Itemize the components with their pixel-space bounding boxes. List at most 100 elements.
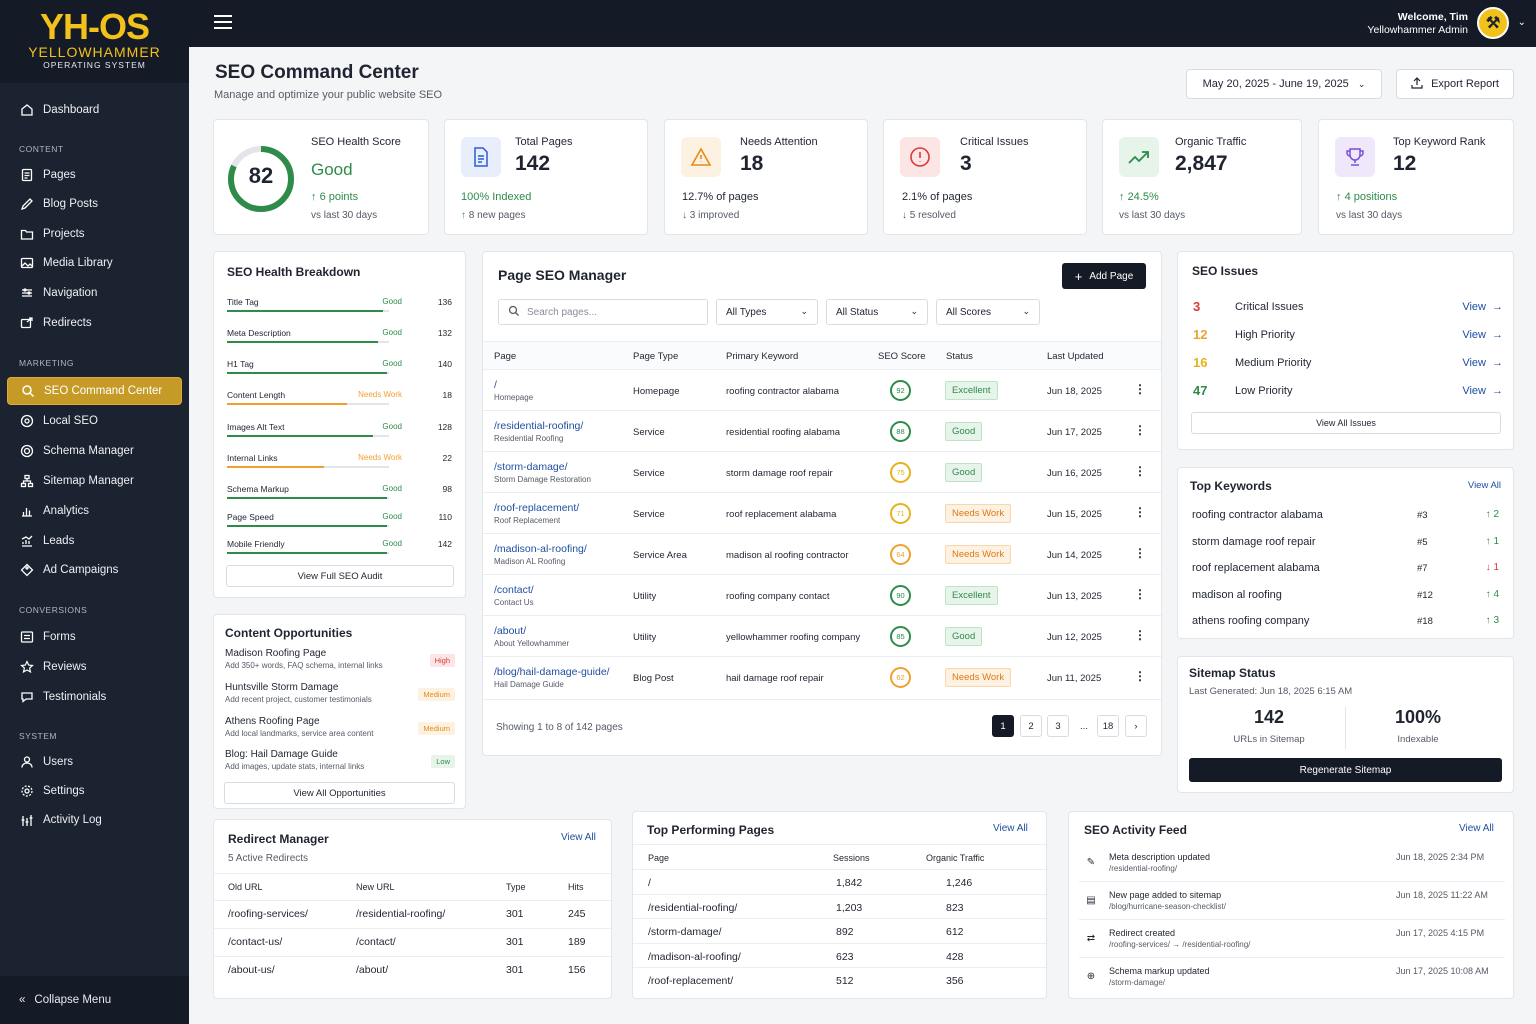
page-button-3[interactable]: 3 (1047, 715, 1069, 737)
table-row[interactable]: /contact/Contact Us Utility roofing compan… (483, 574, 1161, 615)
opportunity-item[interactable]: Huntsville Storm Damage Add recent projec… (225, 682, 455, 704)
keyword-row[interactable]: madison al roofing #12 ↑ 4 (1192, 586, 1499, 606)
breakdown-status: Good (382, 359, 402, 368)
export-report-button[interactable]: Export Report (1396, 69, 1514, 99)
sidebar-item-analytics[interactable]: Analytics (7, 497, 182, 525)
next-page-button[interactable]: › (1125, 715, 1147, 737)
hamburger-menu-icon[interactable] (214, 15, 232, 30)
more-options-icon[interactable]: ⋮ (1134, 423, 1146, 437)
redirect-new[interactable]: /contact/ (356, 936, 396, 948)
view-all-issues-button[interactable]: View All Issues (1191, 412, 1501, 434)
sidebar-item-local-seo[interactable]: Local SEO (7, 407, 182, 435)
table-row[interactable]: /madison-al-roofing/Madison AL Roofing Se… (483, 533, 1161, 574)
add-page-button[interactable]: + Add Page (1062, 263, 1146, 289)
brand-logo[interactable]: YH-OS YELLOWHAMMER OPERATING SYSTEM (0, 0, 189, 83)
user-welcome[interactable]: Welcome, Tim Yellowhammer Admin (1367, 11, 1468, 37)
page-url-link[interactable]: /madison-al-roofing/ (494, 543, 587, 555)
search-input[interactable]: Search pages... (498, 299, 708, 325)
page-url-link[interactable]: /roof-replacement/ (494, 502, 580, 514)
sidebar-item-users[interactable]: Users (7, 748, 182, 776)
page-button-1[interactable]: 1 (992, 715, 1014, 737)
page-button-18[interactable]: 18 (1097, 715, 1119, 737)
more-options-icon[interactable]: ⋮ (1134, 669, 1146, 683)
table-row[interactable]: /blog/hail-damage-guide/Hail Damage Guid… (483, 656, 1161, 697)
keyword-row[interactable]: storm damage roof repair #5 ↑ 1 (1192, 533, 1499, 553)
filter-status-select[interactable]: All Status ⌄ (826, 299, 928, 325)
redirect-new[interactable]: /about/ (356, 964, 389, 976)
top-page-url[interactable]: / (648, 877, 651, 889)
avatar[interactable]: ⚒ (1477, 7, 1509, 39)
sidebar-item-seo-command-center[interactable]: SEO Command Center (7, 377, 182, 405)
redirect-old[interactable]: /about-us/ (228, 964, 275, 976)
redirects-view-all-link[interactable]: View All (561, 832, 596, 843)
page-url-link[interactable]: /contact/ (494, 584, 534, 596)
top-page-url[interactable]: /madison-al-roofing/ (648, 950, 741, 963)
top-page-url[interactable]: /residential-roofing/ (648, 901, 738, 914)
sidebar-item-pages[interactable]: Pages (7, 161, 182, 189)
redirect-new[interactable]: /residential-roofing/ (356, 908, 446, 920)
keyword-row[interactable]: athens roofing company #18 ↑ 3 (1192, 612, 1499, 632)
filter-type-select[interactable]: All Types ⌄ (716, 299, 818, 325)
keyword-row[interactable]: roof replacement alabama #7 ↓ 1 (1192, 559, 1499, 579)
sidebar-item-schema-manager[interactable]: Schema Manager (7, 437, 182, 465)
top-page-url[interactable]: /storm-damage/ (648, 926, 722, 938)
date-range-picker[interactable]: May 20, 2025 - June 19, 2025 ⌄ (1186, 69, 1382, 99)
page-url-link[interactable]: /about/ (494, 625, 527, 637)
more-options-icon[interactable]: ⋮ (1134, 587, 1146, 601)
sidebar-item-leads[interactable]: Leads (7, 527, 182, 555)
sidebar-item-forms[interactable]: Forms (7, 623, 182, 651)
redirect-old[interactable]: /contact-us/ (228, 936, 283, 948)
sidebar-item-redirects[interactable]: Redirects (7, 309, 182, 337)
collapse-menu-button[interactable]: « Collapse Menu (0, 976, 189, 1024)
regenerate-sitemap-button[interactable]: Regenerate Sitemap (1189, 758, 1502, 782)
sidebar-item-media-library[interactable]: Media Library (7, 249, 182, 277)
table-row[interactable]: /residential-roofing/Residential Roofing… (483, 410, 1161, 451)
sidebar-item-blog-posts[interactable]: Blog Posts (7, 190, 182, 218)
issue-view-link[interactable]: View → (1462, 385, 1503, 397)
document-icon (461, 137, 501, 177)
opportunity-item[interactable]: Athens Roofing Page Add local landmarks, … (225, 716, 455, 738)
sidebar-item-navigation[interactable]: Navigation (7, 279, 182, 307)
breakdown-bar-fill (227, 435, 373, 437)
seo-activity-feed-card: SEO Activity Feed View All ✎ Meta descrip… (1068, 811, 1514, 999)
more-options-icon[interactable]: ⋮ (1134, 628, 1146, 642)
page-url-link[interactable]: /storm-damage/ (494, 461, 568, 473)
top-pages-view-all-link[interactable]: View All (993, 823, 1028, 834)
keyword-row[interactable]: roofing contractor alabama #3 ↑ 2 (1192, 506, 1499, 526)
page-url-link[interactable]: / (494, 379, 497, 391)
sidebar-item-testimonials[interactable]: Testimonials (7, 683, 182, 711)
page-url-link[interactable]: /blog/hail-damage-guide/ (494, 666, 610, 678)
redirect-old[interactable]: /roofing-services/ (228, 908, 308, 920)
issue-view-link[interactable]: View → (1462, 329, 1503, 341)
chevron-down-icon[interactable]: ⌄ (1517, 17, 1526, 28)
more-options-icon[interactable]: ⋮ (1134, 505, 1146, 519)
table-row[interactable]: /roof-replacement/Roof Replacement Servic… (483, 492, 1161, 533)
more-options-icon[interactable]: ⋮ (1134, 382, 1146, 396)
filter-score-select[interactable]: All Scores ⌄ (936, 299, 1040, 325)
view-all-opportunities-button[interactable]: View All Opportunities (224, 782, 455, 804)
more-options-icon[interactable]: ⋮ (1134, 546, 1146, 560)
table-row[interactable]: /storm-damage/Storm Damage Restoration Se… (483, 451, 1161, 492)
issue-view-link[interactable]: View → (1462, 301, 1503, 313)
keywords-view-all-link[interactable]: View All (1467, 480, 1501, 491)
sidebar-item-settings[interactable]: Settings (7, 777, 182, 805)
sidebar-item-activity-log[interactable]: Activity Log (7, 806, 182, 834)
sidebar-item-dashboard[interactable]: Dashboard (7, 96, 182, 124)
more-options-icon[interactable]: ⋮ (1134, 464, 1146, 478)
view-full-seo-audit-button[interactable]: View Full SEO Audit (226, 565, 454, 587)
top-page-url[interactable]: /roof-replacement/ (648, 975, 734, 987)
sidebar-item-sitemap-manager[interactable]: Sitemap Manager (7, 467, 182, 495)
feed-view-all-link[interactable]: View All (1459, 823, 1494, 834)
sidebar-item-reviews[interactable]: Reviews (7, 653, 182, 681)
section-title: SEO Activity Feed (1084, 823, 1187, 837)
page-url-link[interactable]: /residential-roofing/ (494, 420, 584, 432)
opportunity-item[interactable]: Madison Roofing Page Add 350+ words, FAQ … (225, 648, 455, 670)
issue-view-link[interactable]: View → (1462, 357, 1503, 369)
sidebar-item-ad-campaigns[interactable]: Ad Campaigns (7, 556, 182, 584)
page-button-2[interactable]: 2 (1020, 715, 1042, 737)
table-row[interactable]: / Homepage Homepage roofing contractor alab… (483, 369, 1161, 410)
opportunity-item[interactable]: Blog: Hail Damage Guide Add images, updat… (225, 749, 455, 771)
sidebar-item-projects[interactable]: Projects (7, 220, 182, 248)
table-row[interactable]: /about/About Yellowhammer Utility yellowha… (483, 615, 1161, 656)
sitemap-icon (19, 474, 34, 489)
